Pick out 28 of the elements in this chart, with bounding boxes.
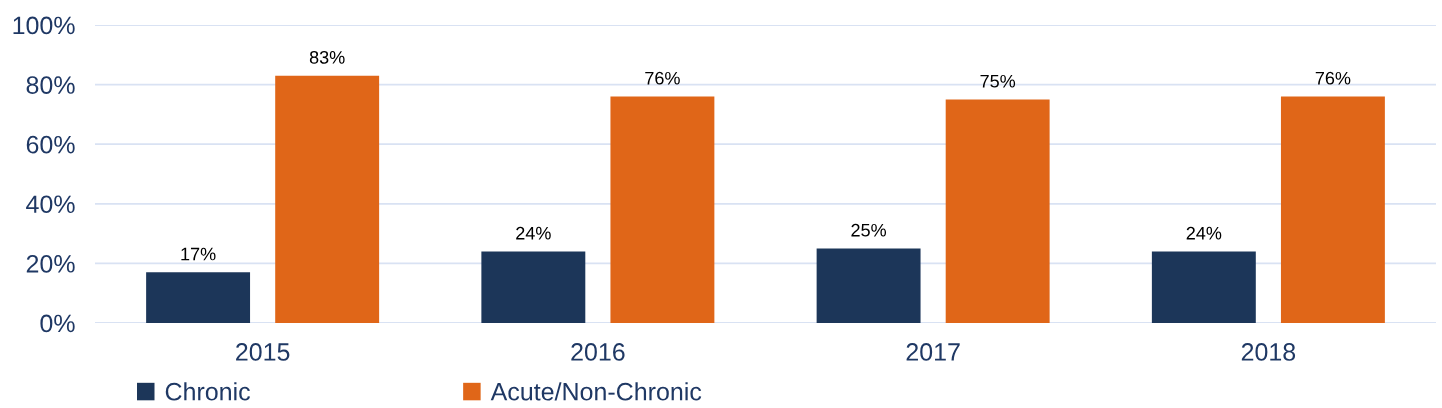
data-label: 24% xyxy=(1186,226,1222,240)
bar xyxy=(275,75,380,323)
legend-label: Chronic xyxy=(165,382,250,401)
data-label: 25% xyxy=(851,223,887,237)
bar xyxy=(481,251,586,323)
bar xyxy=(146,272,251,323)
data-label: 76% xyxy=(645,71,680,85)
y-tick-label: 100% xyxy=(13,16,75,35)
data-label: 75% xyxy=(980,74,1016,88)
x-tick-label: 2015 xyxy=(236,343,290,361)
legend-label: Acute/Non-Chronic xyxy=(490,382,702,401)
data-label: 24% xyxy=(516,226,551,240)
data-label: 83% xyxy=(309,50,345,64)
y-tick-label: 20% xyxy=(26,255,75,273)
bar xyxy=(945,99,1050,323)
y-tick-label: 0% xyxy=(40,314,75,333)
x-tick-label: 2018 xyxy=(1241,343,1296,361)
y-tick-label: 80% xyxy=(26,76,75,94)
x-tick-label: 2017 xyxy=(906,343,960,361)
y-tick-label: 40% xyxy=(26,195,75,214)
y-tick-label: 60% xyxy=(26,135,75,154)
bar xyxy=(610,96,715,323)
bar xyxy=(1151,251,1256,323)
bar xyxy=(1280,96,1385,323)
bar xyxy=(816,248,921,323)
data-label: 17% xyxy=(181,247,216,261)
data-label: 76% xyxy=(1315,71,1351,85)
x-tick-label: 2016 xyxy=(571,343,625,361)
